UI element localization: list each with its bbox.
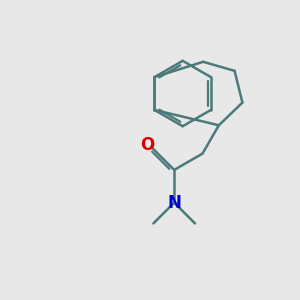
Text: O: O	[140, 136, 154, 154]
Text: N: N	[167, 194, 181, 211]
